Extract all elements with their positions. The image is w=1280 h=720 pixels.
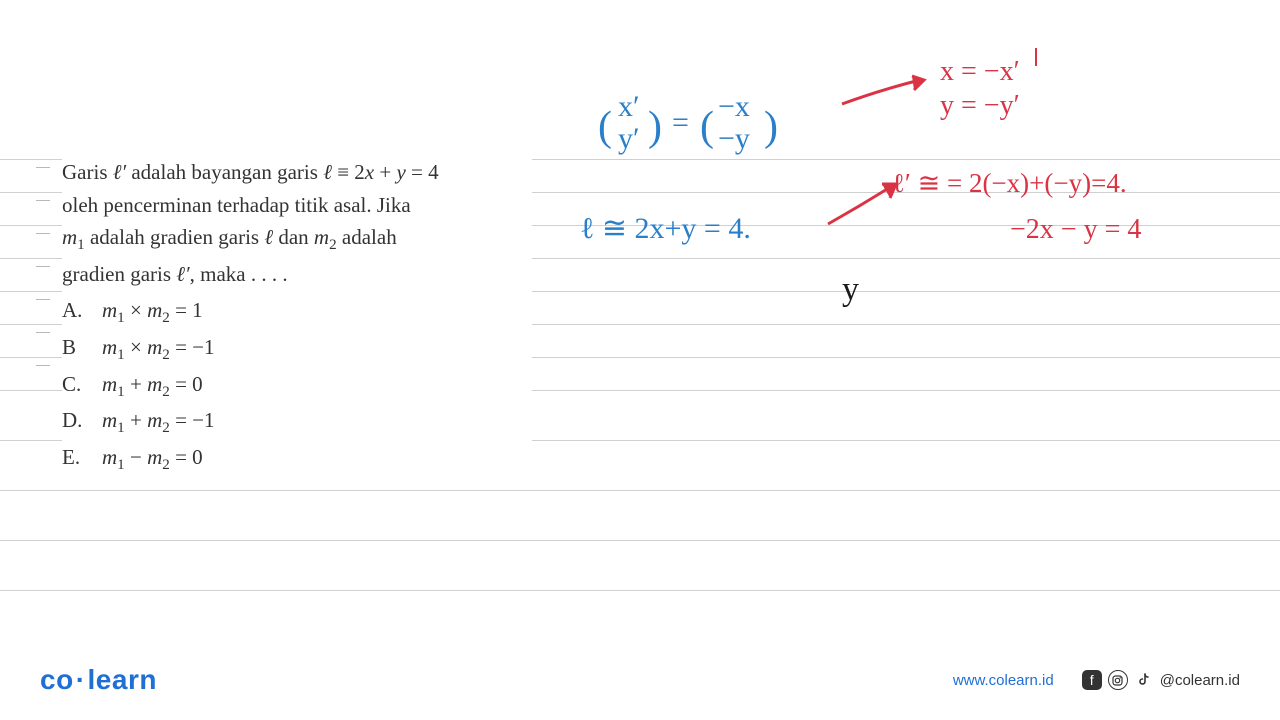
text: 1 xyxy=(77,237,85,253)
text: gradien garis xyxy=(62,262,176,286)
text: ℓ xyxy=(264,225,273,249)
svg-text:−x: −x xyxy=(718,90,750,123)
question-text: Garis ℓ′ adalah bayangan garis ℓ ≡ 2x + … xyxy=(62,156,532,290)
blue-l-equation: ℓ ≅ 2x+y = 4. xyxy=(580,212,751,245)
black-y: y xyxy=(842,271,859,308)
option-e: E. m1 − m2 = 0 xyxy=(62,441,532,478)
logo-text: co xyxy=(40,664,74,695)
svg-text:y = −y′: y = −y′ xyxy=(940,90,1020,121)
text: ≡ 2 xyxy=(332,160,365,184)
text: dan xyxy=(273,225,314,249)
text: m xyxy=(62,225,77,249)
arrow-to-lprime xyxy=(828,184,896,224)
svg-text:(: ( xyxy=(700,104,714,150)
red-simplified: −2x − y = 4 xyxy=(1010,214,1141,245)
option-expr: m1 + m2 = −1 xyxy=(102,404,215,441)
svg-text:): ) xyxy=(648,104,662,150)
svg-text:=: = xyxy=(672,106,689,139)
facebook-icon[interactable]: f xyxy=(1082,670,1102,690)
website-link[interactable]: www.colearn.id xyxy=(953,672,1054,689)
red-xy-sub: x = −x′ y = −y′ xyxy=(940,48,1036,121)
footer-right: www.colearn.id f @colearn.id xyxy=(953,670,1240,690)
text: = 4 xyxy=(406,160,439,184)
svg-text:x′: x′ xyxy=(618,90,640,123)
social-block: f @colearn.id xyxy=(1082,670,1240,690)
footer: co·learn www.colearn.id f @colearn.id xyxy=(0,664,1280,696)
logo-text: learn xyxy=(88,664,157,695)
option-expr: m1 + m2 = 0 xyxy=(102,368,203,405)
text: adalah bayangan garis xyxy=(126,160,323,184)
option-a: A. m1 × m2 = 1 xyxy=(62,294,532,331)
text: ℓ xyxy=(323,160,332,184)
svg-text:−y: −y xyxy=(718,122,750,155)
option-b: B m1 × m2 = −1 xyxy=(62,331,532,368)
logo: co·learn xyxy=(40,664,157,696)
arrow-to-xy xyxy=(842,76,924,104)
question-box: Garis ℓ′ adalah bayangan garis ℓ ≡ 2x + … xyxy=(62,156,532,477)
svg-text:): ) xyxy=(764,104,778,150)
text: ℓ′ xyxy=(113,160,126,184)
text: x xyxy=(365,160,374,184)
text: ℓ′ xyxy=(176,262,189,286)
option-c: C. m1 + m2 = 0 xyxy=(62,368,532,405)
options-list: A. m1 × m2 = 1 B m1 × m2 = −1 C. m1 + m2… xyxy=(62,294,532,477)
instagram-icon[interactable] xyxy=(1108,670,1128,690)
red-lprime-equation: ℓ′ ≅ = 2(−x)+(−y)=4. xyxy=(892,168,1127,198)
social-handle: @colearn.id xyxy=(1160,672,1240,689)
text: + xyxy=(374,160,396,184)
tiktok-icon[interactable] xyxy=(1134,670,1154,690)
option-letter: B xyxy=(62,331,102,368)
logo-dot: · xyxy=(76,664,86,695)
option-letter: E. xyxy=(62,441,102,478)
text: 2 xyxy=(329,237,337,253)
option-letter: A. xyxy=(62,294,102,331)
text: y xyxy=(396,160,405,184)
option-d: D. m1 + m2 = −1 xyxy=(62,404,532,441)
blue-matrix: ( x′ y′ ) = ( −x −y ) xyxy=(598,90,778,155)
text: adalah gradien garis xyxy=(85,225,265,249)
text: oleh pencerminan terhadap titik asal. Ji… xyxy=(62,193,411,217)
svg-text:(: ( xyxy=(598,104,612,150)
text: , maka . . . . xyxy=(190,262,288,286)
option-expr: m1 × m2 = −1 xyxy=(102,331,215,368)
svg-text:y′: y′ xyxy=(618,122,640,155)
option-letter: D. xyxy=(62,404,102,441)
option-letter: C. xyxy=(62,368,102,405)
option-expr: m1 × m2 = 1 xyxy=(102,294,203,331)
text: adalah xyxy=(337,225,397,249)
option-expr: m1 − m2 = 0 xyxy=(102,441,203,478)
svg-text:x = −x′: x = −x′ xyxy=(940,56,1020,87)
text: Garis xyxy=(62,160,113,184)
text: m xyxy=(314,225,329,249)
